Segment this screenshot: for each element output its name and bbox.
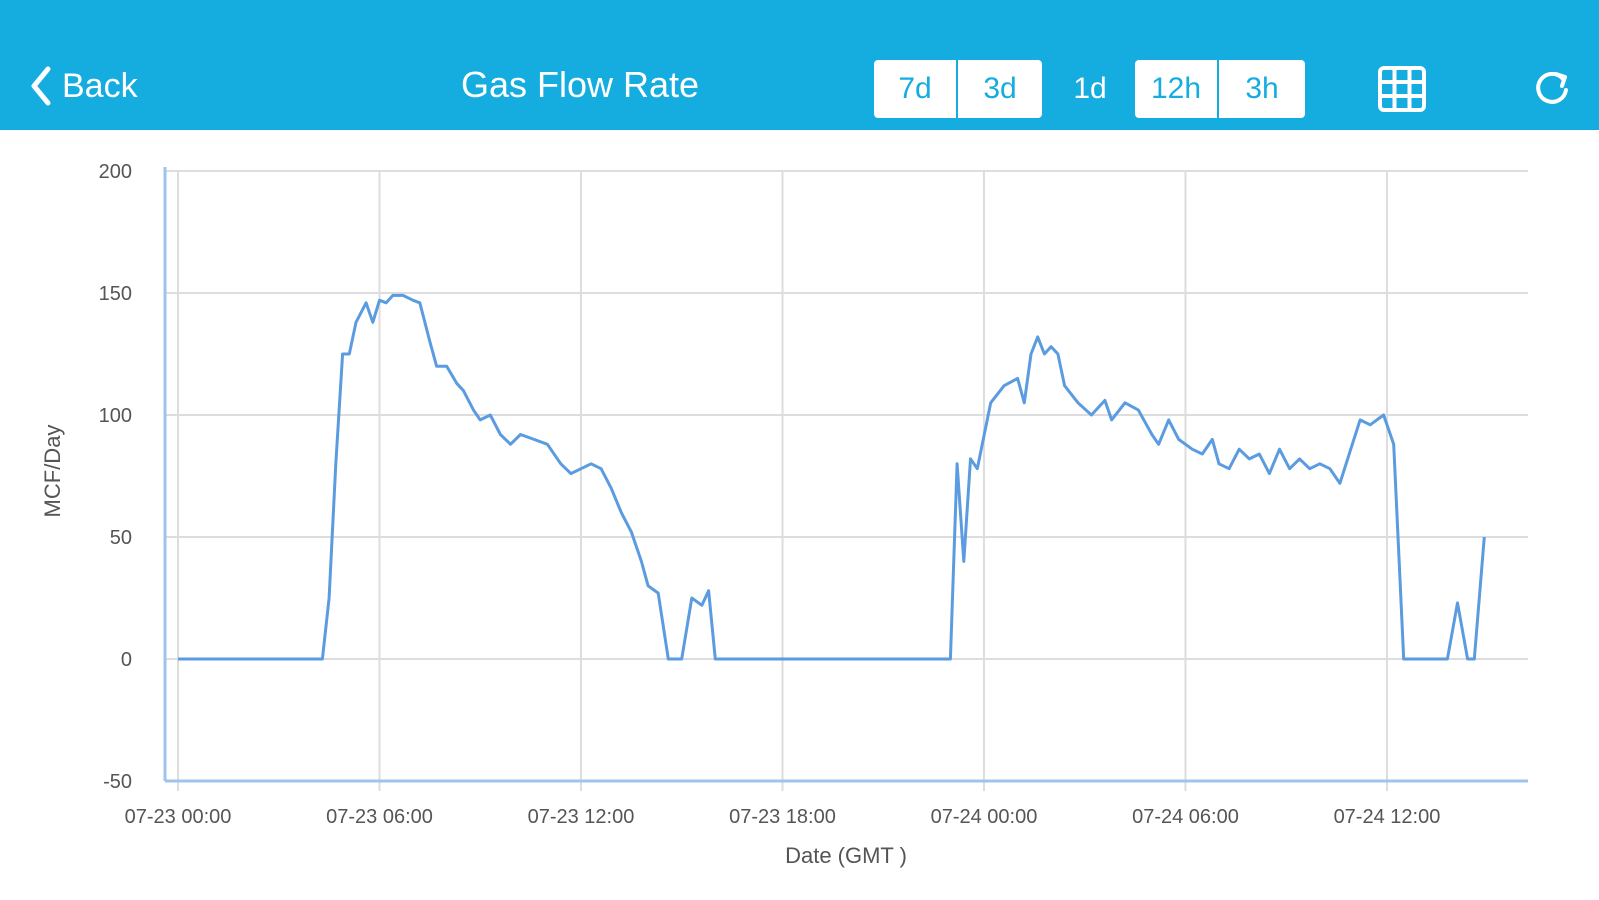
y-tick-label: 50 (110, 527, 132, 549)
back-label: Back (62, 66, 138, 105)
y-tick-label: 0 (121, 649, 132, 671)
x-axis-label: Date (GMT ) (785, 843, 907, 868)
back-button[interactable]: Back (28, 62, 138, 110)
range-7d-button[interactable]: 7d (874, 60, 958, 118)
gas-flow-series-line (178, 293, 1486, 661)
chart-series (178, 293, 1486, 661)
range-1d-button[interactable]: 1d (1073, 72, 1107, 105)
page-title: Gas Flow Rate (460, 64, 700, 105)
x-tick-label: 07-24 12:00 (1334, 806, 1441, 828)
x-tick-label: 07-24 06:00 (1132, 806, 1239, 828)
y-tick-label: 200 (99, 161, 132, 183)
range-group-right: 12h 3h (1135, 60, 1305, 118)
top-bar: Back Gas Flow Rate 7d 3d 1d 12h 3h (0, 0, 1599, 130)
range-1d-wrapper: 1d (1048, 60, 1132, 118)
grid-icon[interactable] (1378, 66, 1426, 112)
x-tick-label: 07-23 18:00 (729, 806, 836, 828)
y-tick-label: -50 (103, 771, 132, 793)
chevron-left-icon (31, 66, 51, 106)
y-tick-label: 150 (99, 283, 132, 305)
y-axis-label: MCF/Day (40, 425, 65, 518)
chart-axes (163, 167, 1528, 783)
chart-gridlines (165, 170, 1528, 791)
refresh-icon[interactable] (1532, 68, 1572, 108)
y-axis-ticks: 200 150 100 50 0 -50 (99, 161, 132, 793)
x-tick-label: 07-23 00:00 (125, 806, 232, 828)
range-3h-button[interactable]: 3h (1219, 60, 1305, 118)
x-tick-label: 07-23 06:00 (326, 806, 433, 828)
x-tick-label: 07-24 00:00 (931, 806, 1038, 828)
range-group-left: 7d 3d (874, 60, 1042, 118)
x-tick-label: 07-23 12:00 (528, 806, 635, 828)
y-tick-label: 100 (99, 405, 132, 427)
x-axis-ticks: 07-23 00:00 07-23 06:00 07-23 12:00 07-23 1… (125, 806, 1441, 828)
range-3d-button[interactable]: 3d (958, 60, 1042, 118)
range-12h-button[interactable]: 12h (1135, 60, 1219, 118)
